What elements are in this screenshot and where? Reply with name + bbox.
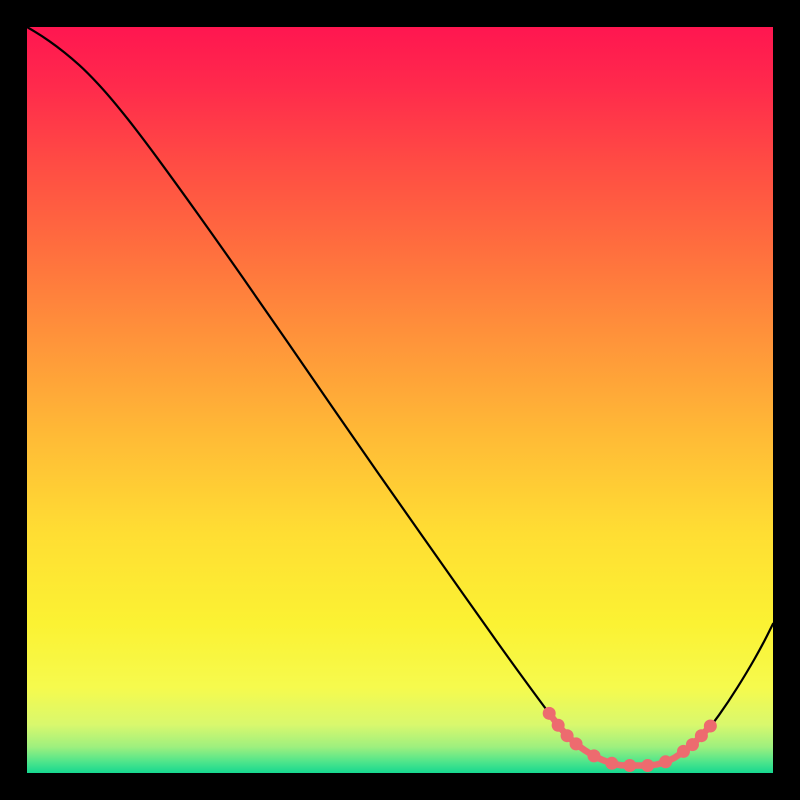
bottleneck-chart bbox=[0, 0, 800, 800]
chart-container: TheBottlenecker.com bbox=[0, 0, 800, 800]
trough-marker-dot bbox=[543, 707, 556, 720]
trough-marker-dot bbox=[695, 729, 708, 742]
trough-marker-dot bbox=[587, 749, 600, 762]
trough-marker-dot bbox=[570, 737, 583, 750]
chart-gradient-bg bbox=[27, 27, 773, 773]
trough-marker-dot bbox=[641, 759, 654, 772]
trough-marker-dot bbox=[605, 757, 618, 770]
trough-marker-dot bbox=[704, 720, 717, 733]
trough-marker-dot bbox=[659, 755, 672, 768]
trough-marker-dot bbox=[552, 719, 565, 732]
trough-marker-dot bbox=[623, 759, 636, 772]
